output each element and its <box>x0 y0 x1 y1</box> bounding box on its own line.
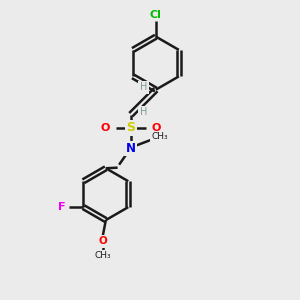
Text: H: H <box>140 107 147 117</box>
Text: Cl: Cl <box>150 10 162 20</box>
Text: F: F <box>58 202 66 212</box>
Text: CH₃: CH₃ <box>94 251 111 260</box>
Text: H: H <box>140 82 147 92</box>
Text: S: S <box>126 122 135 134</box>
Text: O: O <box>152 123 161 133</box>
Text: O: O <box>98 236 107 246</box>
Text: N: N <box>126 142 136 155</box>
Text: O: O <box>100 123 110 133</box>
Text: CH₃: CH₃ <box>151 132 168 141</box>
